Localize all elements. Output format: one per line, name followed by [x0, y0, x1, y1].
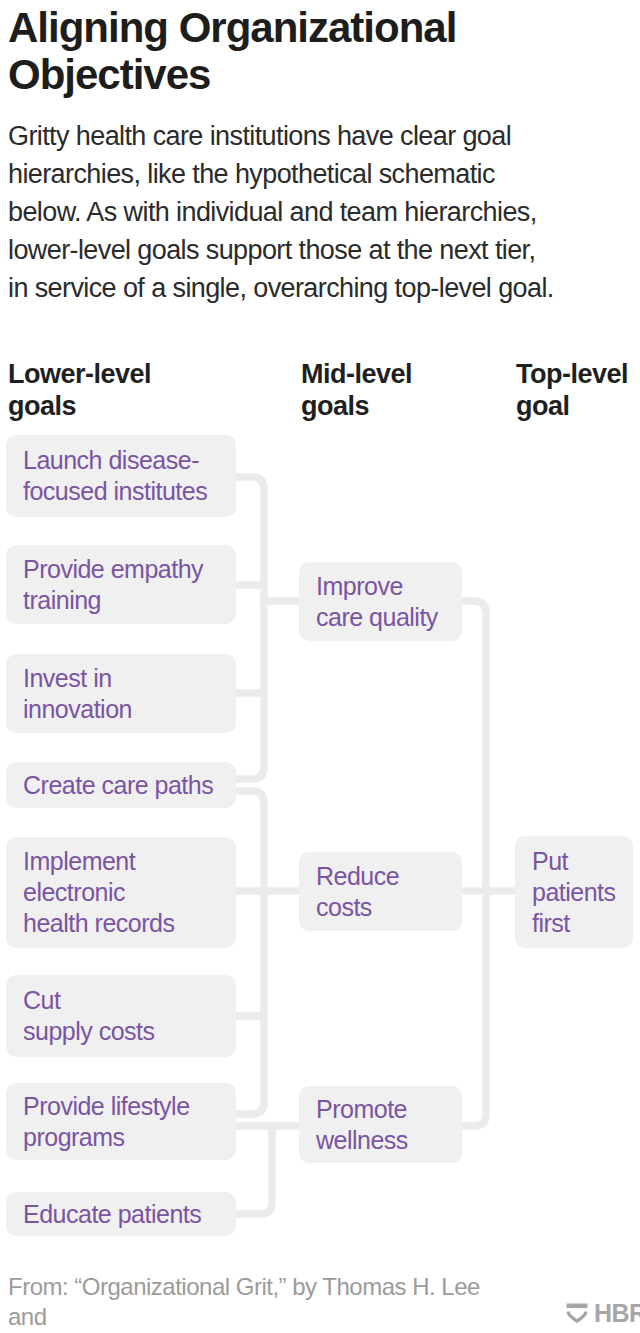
goal-box-promote-wellness: Promote wellness — [299, 1086, 462, 1163]
goal-label: Launch disease- focused institutes — [23, 445, 207, 507]
goal-box-put-patients-first: Put patients first — [515, 836, 633, 948]
goal-box-create-care-paths: Create care paths — [6, 762, 236, 808]
goal-label: Improve care quality — [316, 571, 438, 633]
goal-label: Educate patients — [23, 1199, 201, 1230]
goal-box-launch-institutes: Launch disease- focused institutes — [6, 435, 236, 517]
goal-box-improve-care-quality: Improve care quality — [299, 562, 462, 641]
goal-label: Put patients first — [532, 846, 616, 939]
connector-trunk-reduce-group — [236, 791, 264, 1114]
connector-trunk-improve-group — [236, 477, 264, 779]
goal-box-lifestyle-programs: Provide lifestyle programs — [6, 1083, 236, 1160]
goal-box-educate-patients: Educate patients — [6, 1192, 236, 1236]
goal-label: Implement electronic health records — [23, 846, 174, 939]
connector-trunk-top-goal — [462, 601, 486, 1126]
connector-trunk-promote-group — [236, 1128, 272, 1214]
goal-label: Create care paths — [23, 770, 213, 801]
goal-label: Provide empathy training — [23, 554, 203, 616]
infographic-aligning-organizational-objectives: Aligning Organizational Objectives Gritt… — [0, 0, 640, 1333]
goal-label: Provide lifestyle programs — [23, 1091, 190, 1153]
goal-box-empathy-training: Provide empathy training — [6, 545, 236, 624]
goal-box-reduce-costs: Reduce costs — [299, 852, 462, 931]
goal-label: Invest in innovation — [23, 663, 132, 725]
goal-box-invest-innovation: Invest in innovation — [6, 654, 236, 733]
goal-box-implement-ehr: Implement electronic health records — [6, 837, 236, 948]
goal-label: Reduce costs — [316, 861, 399, 923]
goal-label: Cut supply costs — [23, 985, 155, 1047]
goal-label: Promote wellness — [316, 1094, 408, 1156]
goal-box-cut-supply-costs: Cut supply costs — [6, 975, 236, 1057]
